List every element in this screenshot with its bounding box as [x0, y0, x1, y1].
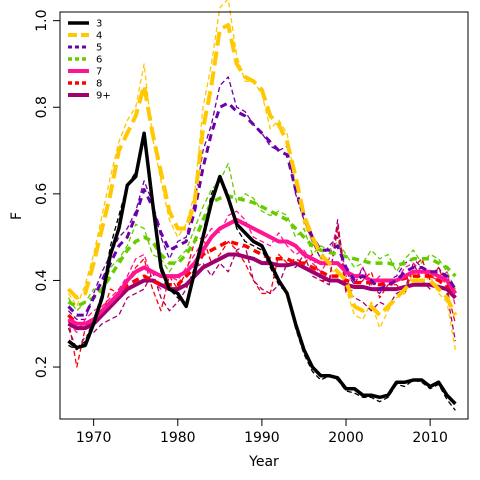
y-tick-label: 0.4 [34, 269, 50, 291]
plot-frame [59, 11, 469, 420]
observed-line-7 [67, 210, 457, 334]
series-line-9plus [67, 252, 457, 331]
x-tick-label: 2000 [328, 430, 364, 446]
legend-label-3: 3 [96, 19, 102, 30]
series-line-4 [66, 22, 458, 318]
observed-line-9plus [67, 219, 457, 351]
legend-label-6: 6 [96, 55, 102, 66]
x-tick-label: 1980 [160, 430, 196, 446]
y-axis-title: F [9, 212, 25, 220]
legend-label-5: 5 [96, 43, 102, 54]
y-tick-label: 0.6 [34, 183, 50, 205]
series-line-6 [67, 194, 457, 309]
legend-label-8: 8 [96, 79, 102, 90]
legend-label-7: 7 [96, 67, 102, 78]
observed-line-8 [67, 227, 457, 368]
axes: 1970 1980 1990 2000 2010 0.2 0.4 0.6 0.8 1.0 [34, 10, 448, 446]
series-line-3 [67, 131, 457, 406]
model-lines [66, 22, 458, 406]
observed-line-4 [67, 0, 457, 350]
x-tick-label: 1990 [244, 430, 280, 446]
x-axis-title: Year [248, 454, 279, 470]
series-line-7 [67, 217, 458, 326]
series-line-5 [67, 101, 457, 317]
y-tick-label: 0.2 [34, 356, 50, 378]
observed-line-3 [68, 132, 456, 411]
x-tick-label: 2010 [412, 430, 448, 446]
legend-label-4: 4 [96, 31, 102, 42]
x-tick-label: 1970 [76, 430, 112, 446]
legend-label-9plus: 9+ [96, 91, 111, 102]
y-tick-label: 0.8 [34, 96, 50, 118]
observed-line-6 [67, 162, 456, 312]
y-tick-label: 1.0 [34, 10, 50, 32]
